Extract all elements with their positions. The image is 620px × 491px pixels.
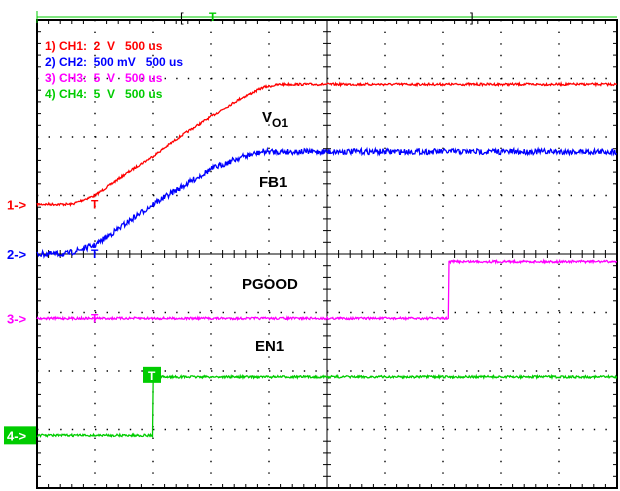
trigger-position-bar: [ ] T (36, 10, 617, 25)
legend-ch2: 2) CH2: 500 mV 500 us (45, 55, 183, 69)
marker-ch3: 3-> (7, 311, 27, 326)
trigger-mark-ch1: T (91, 197, 99, 211)
legend-ch3: 3) CH3: 5 V 500 us (45, 71, 163, 85)
trace-ch3 (36, 258, 618, 322)
trigger-box-ch4 (143, 366, 161, 383)
legend-ch4: 4) CH4: 5 V 500 us (45, 87, 163, 101)
marker-bg-ch4 (4, 426, 36, 445)
trigger-mark-ch3: T (91, 311, 99, 325)
legend-ch1: 1) CH1: 2 V 500 us (45, 39, 163, 53)
marker-ch4: 4-> (7, 428, 27, 443)
channel-ground-markers: 1-> 2-> 3-> 4-> (4, 197, 36, 445)
annotation-vo1: VO1 (262, 109, 288, 130)
graticule (37, 20, 617, 488)
trigger-mark-ch2: T (91, 247, 99, 261)
marker-ch1: 1-> (7, 197, 27, 212)
traces (36, 81, 618, 439)
timebar-trigger-marker: T (209, 10, 217, 24)
trace-ch4 (36, 373, 618, 439)
trace-annotations: VO1 FB1 PGOOD EN1 (242, 109, 298, 355)
legend: 1) CH1: 2 V 500 us 2) CH2: 500 mV 500 us… (45, 39, 183, 101)
trigger-label-ch4: T (148, 369, 156, 383)
view-end-bracket: ] (470, 10, 474, 25)
trigger-marks: T T T T (91, 197, 161, 383)
marker-ch2: 2-> (7, 247, 27, 262)
trace-ch2 (36, 146, 617, 259)
annotation-en1: EN1 (255, 338, 284, 355)
annotation-pgood: PGOOD (242, 276, 298, 293)
annotation-vo1-main: V (262, 109, 272, 126)
trace-ch1 (36, 81, 618, 208)
annotation-fb1: FB1 (259, 174, 287, 191)
annotation-vo1-subscript: O1 (272, 116, 288, 130)
view-start-bracket: [ (180, 10, 184, 25)
